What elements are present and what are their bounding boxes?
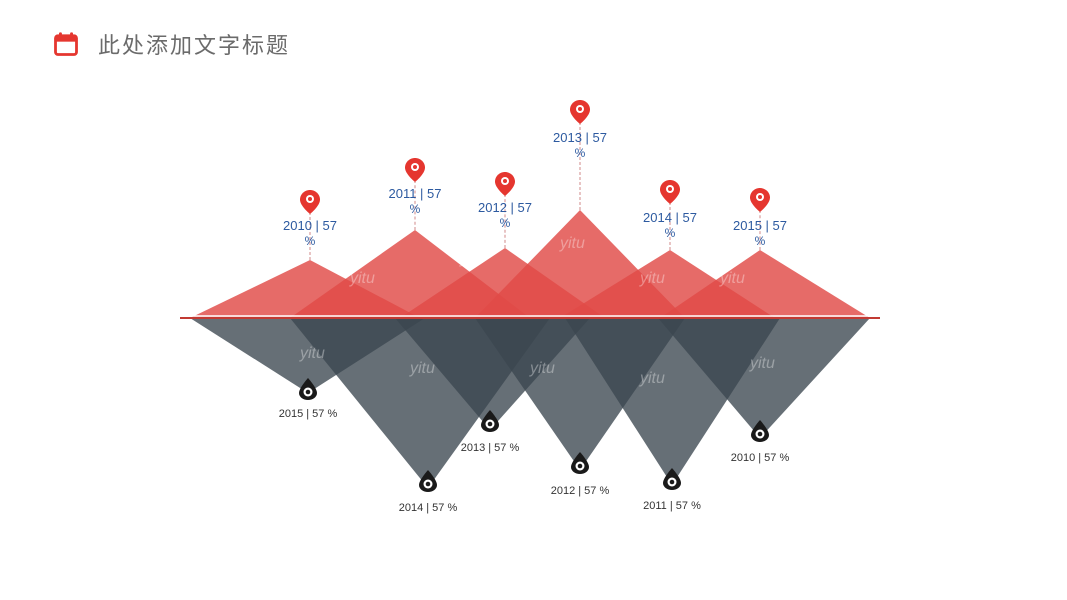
drop-icon bbox=[663, 468, 681, 495]
calendar-icon bbox=[52, 30, 80, 58]
top-label-text: 2015 | 57 bbox=[733, 218, 787, 233]
top-label-2010: 2010 | 57% bbox=[283, 218, 337, 248]
top-label-2014: 2014 | 57% bbox=[643, 210, 697, 240]
top-label-text: 2012 | 57 bbox=[478, 200, 532, 215]
bottom-label-2011: 2011 | 57 % bbox=[643, 500, 701, 512]
map-pin-icon bbox=[660, 180, 680, 209]
top-label-text: 2011 | 57 bbox=[388, 186, 441, 201]
bottom-label-2015: 2015 | 57 % bbox=[279, 408, 338, 420]
map-pin-icon bbox=[405, 158, 425, 187]
map-pin-icon bbox=[300, 190, 320, 219]
page-header: 此处添加文字标题 bbox=[52, 28, 290, 60]
top-label-2012: 2012 | 57% bbox=[478, 200, 532, 230]
page-title: 此处添加文字标题 bbox=[98, 28, 290, 60]
chart-svg bbox=[160, 80, 900, 580]
map-pin-icon bbox=[570, 100, 590, 129]
drop-icon bbox=[299, 378, 317, 405]
drop-icon bbox=[481, 410, 499, 437]
top-label-pct: % bbox=[388, 202, 441, 216]
drop-icon bbox=[751, 420, 769, 447]
top-label-text: 2013 | 57 bbox=[553, 130, 607, 145]
bottom-label-2014: 2014 | 57 % bbox=[399, 502, 458, 514]
top-label-2013: 2013 | 57% bbox=[553, 130, 607, 160]
top-label-text: 2014 | 57 bbox=[643, 210, 697, 225]
drop-icon bbox=[571, 452, 589, 479]
bottom-label-2012: 2012 | 57 % bbox=[551, 485, 610, 497]
top-label-text: 2010 | 57 bbox=[283, 218, 337, 233]
top-label-pct: % bbox=[553, 146, 607, 160]
mirror-area-chart: 2010 | 57% 2011 | 57% 2012 | 57% 2013 | … bbox=[160, 80, 900, 580]
drop-icon bbox=[419, 470, 437, 497]
top-label-pct: % bbox=[478, 216, 532, 230]
top-label-pct: % bbox=[733, 234, 787, 248]
map-pin-icon bbox=[750, 188, 770, 217]
top-label-2011: 2011 | 57% bbox=[388, 186, 441, 216]
top-label-pct: % bbox=[643, 226, 697, 240]
bottom-label-2010: 2010 | 57 % bbox=[731, 452, 790, 464]
top-label-2015: 2015 | 57% bbox=[733, 218, 787, 248]
bottom-label-2013: 2013 | 57 % bbox=[461, 442, 520, 454]
map-pin-icon bbox=[495, 172, 515, 201]
top-label-pct: % bbox=[283, 234, 337, 248]
